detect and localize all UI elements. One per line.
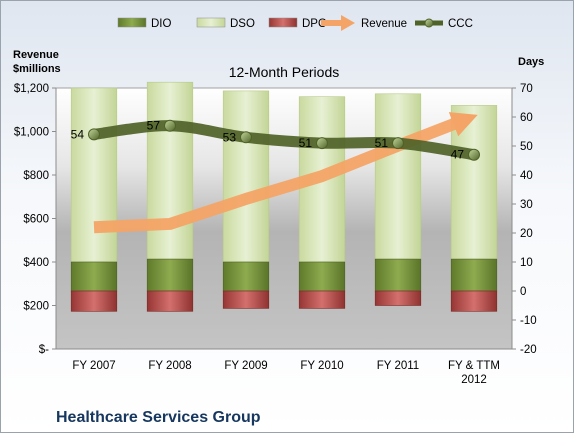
- company-name: Healthcare Services Group: [56, 409, 261, 426]
- left-tick-label: $800: [23, 170, 49, 182]
- labels: 54 57 53 51 51 47: [71, 119, 465, 162]
- right-tick-label: 60: [520, 112, 533, 124]
- legend-label: DSO: [230, 18, 255, 30]
- left-tick-label: $400: [23, 257, 49, 269]
- bar-dio: [146, 258, 194, 292]
- ccc-point: [164, 119, 176, 132]
- chart-title: 12-Month Periods: [229, 64, 340, 80]
- right-tick-label: 30: [520, 199, 533, 211]
- ccc-data-label: 54: [71, 127, 85, 141]
- bar-dio: [70, 261, 118, 292]
- legend: DIO DSO DPO Revenue CCC: [117, 15, 473, 31]
- ccc-data-label: 57: [147, 119, 161, 133]
- bar-dio: [298, 261, 346, 292]
- lines: [88, 112, 480, 234]
- legend-label: DPO: [302, 18, 327, 30]
- ccc-point: [392, 137, 404, 150]
- bar-dpo: [374, 290, 422, 306]
- right-tick-label: 0: [520, 286, 526, 298]
- right-tick-label: -20: [520, 344, 537, 356]
- ccc-data-label: 51: [299, 136, 313, 150]
- axes: $- $200 $400 $600 $800 $1,000 $1,200 -20 -10 0 10 2…: [13, 49, 544, 426]
- bar-dso: [146, 81, 194, 260]
- legend-swatch: [196, 17, 226, 28]
- bar-dso: [222, 90, 270, 263]
- legend-arrow-icon: [341, 15, 355, 31]
- x-tick-label: FY 2010: [300, 360, 343, 372]
- x-tick-label: FY 2007: [72, 360, 115, 372]
- x-tick-label: FY & TTM: [448, 360, 500, 372]
- ccc-point: [316, 137, 328, 150]
- bar-dio: [222, 261, 270, 292]
- bar-dpo: [70, 290, 118, 312]
- right-tick-label: 20: [520, 228, 533, 240]
- bar-dpo: [222, 290, 270, 309]
- legend-marker-icon: [424, 18, 434, 28]
- ccc-data-label: 47: [451, 148, 465, 162]
- left-axis-title: $millions: [13, 63, 61, 75]
- series-ccc-line: [88, 120, 480, 161]
- right-tick-label: 50: [520, 141, 533, 153]
- bar-dio: [450, 258, 498, 292]
- right-tick-label: 10: [520, 257, 533, 269]
- right-axis-title: Days: [518, 56, 544, 68]
- x-tick-label: 2012: [461, 374, 487, 386]
- legend-swatch: [268, 17, 298, 28]
- bar-dpo: [450, 290, 498, 312]
- left-axis-title: Revenue: [13, 49, 59, 61]
- ccc-data-label: 51: [375, 136, 389, 150]
- bar-dso: [70, 87, 118, 263]
- bar-dso: [374, 93, 422, 260]
- x-tick-label: FY 2008: [148, 360, 191, 372]
- x-tick-label: FY 2009: [224, 360, 267, 372]
- bar-dio: [374, 258, 422, 292]
- right-tick-label: 70: [520, 83, 533, 95]
- left-tick-label: $-: [39, 344, 49, 356]
- ccc-data-label: 53: [223, 130, 237, 144]
- bar-dpo: [146, 290, 194, 312]
- legend-label: Revenue: [361, 18, 407, 30]
- legend-swatch: [117, 17, 147, 28]
- legend-label: CCC: [448, 18, 473, 30]
- right-tick-label: -10: [520, 315, 537, 327]
- ccc-point: [240, 131, 252, 144]
- x-tick-label: FY 2011: [377, 360, 419, 372]
- bars: [70, 81, 498, 312]
- bar-dpo: [298, 290, 346, 309]
- left-tick-label: $1,000: [14, 127, 49, 139]
- ccc-point: [88, 128, 100, 141]
- ccc-point: [468, 148, 480, 161]
- right-tick-label: 40: [520, 170, 533, 182]
- left-tick-label: $600: [23, 214, 49, 226]
- legend-label: DIO: [151, 18, 172, 30]
- left-tick-label: $1,200: [14, 83, 49, 95]
- left-tick-label: $200: [23, 301, 49, 313]
